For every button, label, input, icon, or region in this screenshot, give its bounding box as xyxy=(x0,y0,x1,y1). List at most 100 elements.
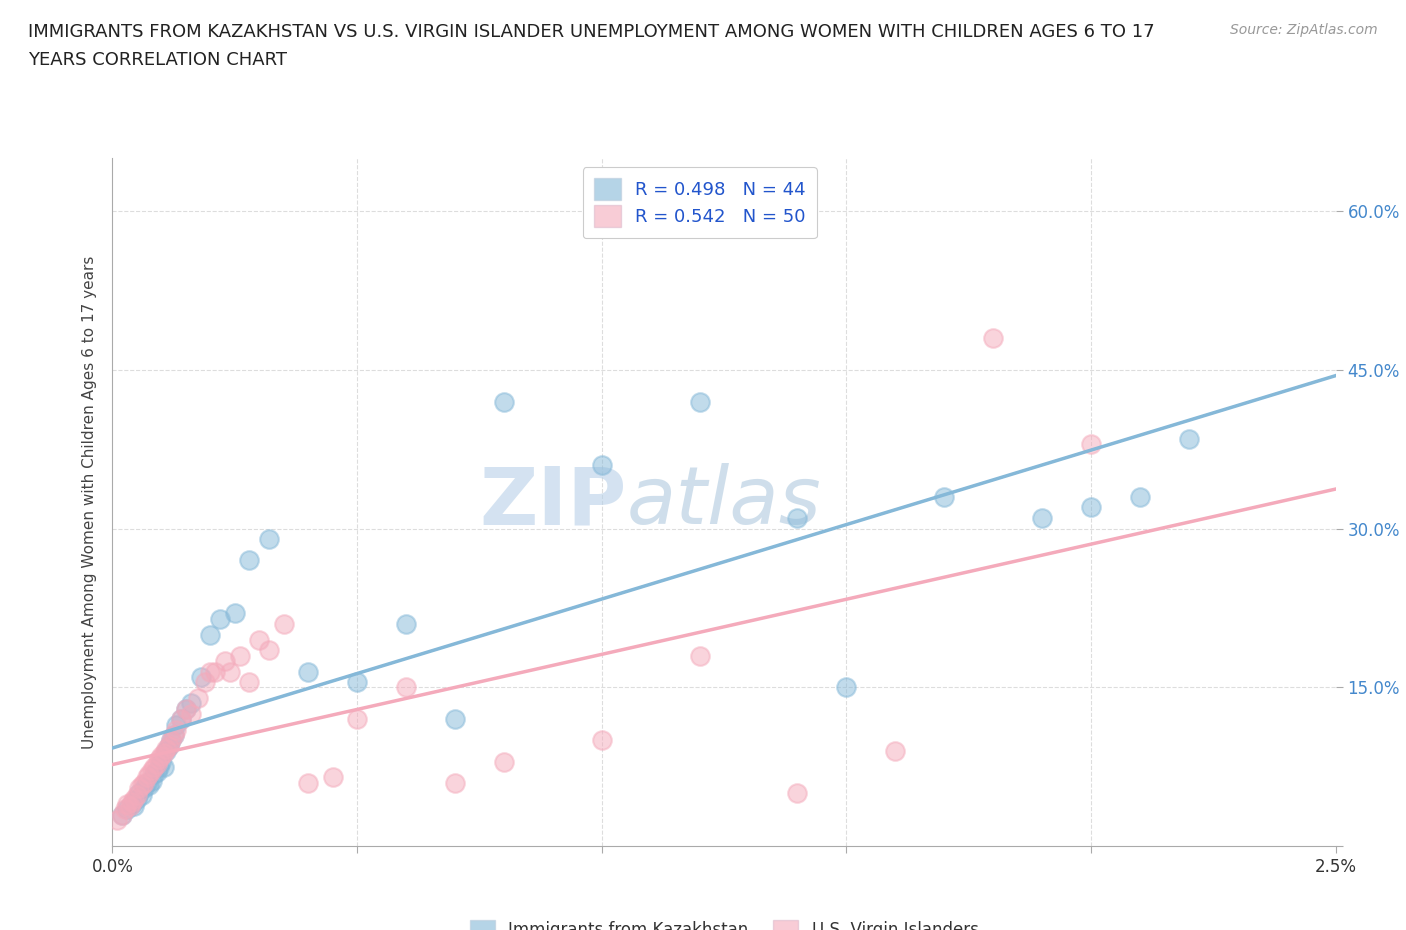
Point xyxy=(145,756,167,771)
Point xyxy=(160,733,183,748)
Point xyxy=(135,770,157,785)
Point xyxy=(190,670,212,684)
Point xyxy=(124,791,146,806)
Point xyxy=(124,799,146,814)
Point xyxy=(297,776,319,790)
Point xyxy=(145,764,167,779)
Point xyxy=(148,760,170,775)
Point xyxy=(150,749,173,764)
Text: ZIP: ZIP xyxy=(479,463,626,541)
Point xyxy=(128,786,150,801)
Point xyxy=(155,741,177,756)
Point xyxy=(128,780,150,795)
Point xyxy=(114,802,136,817)
Y-axis label: Unemployment Among Women with Children Ages 6 to 17 years: Unemployment Among Women with Children A… xyxy=(82,256,97,749)
Point xyxy=(228,648,250,663)
Legend: Immigrants from Kazakhstan, U.S. Virgin Islanders: Immigrants from Kazakhstan, U.S. Virgin … xyxy=(460,910,988,930)
Text: atlas: atlas xyxy=(626,463,821,541)
Point xyxy=(180,707,202,722)
Point xyxy=(134,780,156,795)
Point xyxy=(165,723,187,737)
Point xyxy=(157,738,180,753)
Point xyxy=(492,394,515,409)
Point xyxy=(395,680,418,695)
Point xyxy=(981,331,1004,346)
Point xyxy=(180,696,202,711)
Point xyxy=(689,648,711,663)
Point xyxy=(121,796,143,811)
Point xyxy=(155,744,177,759)
Point xyxy=(200,627,222,642)
Point xyxy=(163,727,186,742)
Point xyxy=(121,794,143,809)
Point xyxy=(297,664,319,679)
Point xyxy=(204,664,226,679)
Point xyxy=(143,767,166,782)
Point xyxy=(105,813,128,828)
Text: YEARS CORRELATION CHART: YEARS CORRELATION CHART xyxy=(28,51,287,69)
Point xyxy=(135,776,157,790)
Point xyxy=(219,664,242,679)
Point xyxy=(444,776,467,790)
Point xyxy=(138,777,160,792)
Point xyxy=(273,617,295,631)
Text: IMMIGRANTS FROM KAZAKHSTAN VS U.S. VIRGIN ISLANDER UNEMPLOYMENT AMONG WOMEN WITH: IMMIGRANTS FROM KAZAKHSTAN VS U.S. VIRGI… xyxy=(28,23,1154,41)
Point xyxy=(160,733,183,748)
Point xyxy=(1031,511,1053,525)
Point xyxy=(346,675,368,690)
Point xyxy=(238,675,260,690)
Point xyxy=(214,654,236,669)
Point xyxy=(125,791,148,806)
Point xyxy=(209,611,232,626)
Point xyxy=(200,664,222,679)
Point xyxy=(591,733,613,748)
Point xyxy=(131,788,153,803)
Point xyxy=(174,701,197,716)
Point xyxy=(153,746,176,761)
Point xyxy=(131,777,153,792)
Point xyxy=(835,680,858,695)
Point xyxy=(134,776,156,790)
Point xyxy=(492,754,515,769)
Point xyxy=(157,738,180,753)
Point xyxy=(786,786,808,801)
Point xyxy=(141,773,163,788)
Point xyxy=(115,796,138,811)
Point xyxy=(163,727,186,742)
Point xyxy=(934,489,956,504)
Point xyxy=(257,643,280,658)
Point xyxy=(689,394,711,409)
Point xyxy=(111,807,134,822)
Point xyxy=(187,691,209,706)
Point xyxy=(148,752,170,767)
Point xyxy=(884,744,907,759)
Point xyxy=(150,754,173,769)
Point xyxy=(141,763,163,777)
Point xyxy=(111,807,134,822)
Point xyxy=(238,553,260,568)
Point xyxy=(395,617,418,631)
Point xyxy=(786,511,808,525)
Point xyxy=(444,711,467,726)
Point xyxy=(1129,489,1152,504)
Point xyxy=(1080,500,1102,515)
Point xyxy=(224,606,246,621)
Point xyxy=(591,458,613,472)
Point xyxy=(247,632,270,647)
Point xyxy=(143,760,166,775)
Point xyxy=(174,701,197,716)
Point xyxy=(1080,436,1102,451)
Point xyxy=(125,788,148,803)
Point xyxy=(1178,432,1201,446)
Point xyxy=(257,532,280,547)
Point xyxy=(118,799,141,814)
Point xyxy=(322,770,344,785)
Text: Source: ZipAtlas.com: Source: ZipAtlas.com xyxy=(1230,23,1378,37)
Point xyxy=(138,767,160,782)
Point xyxy=(165,717,187,732)
Point xyxy=(153,760,176,775)
Point xyxy=(194,675,217,690)
Point xyxy=(346,711,368,726)
Point xyxy=(115,802,138,817)
Point xyxy=(170,711,193,726)
